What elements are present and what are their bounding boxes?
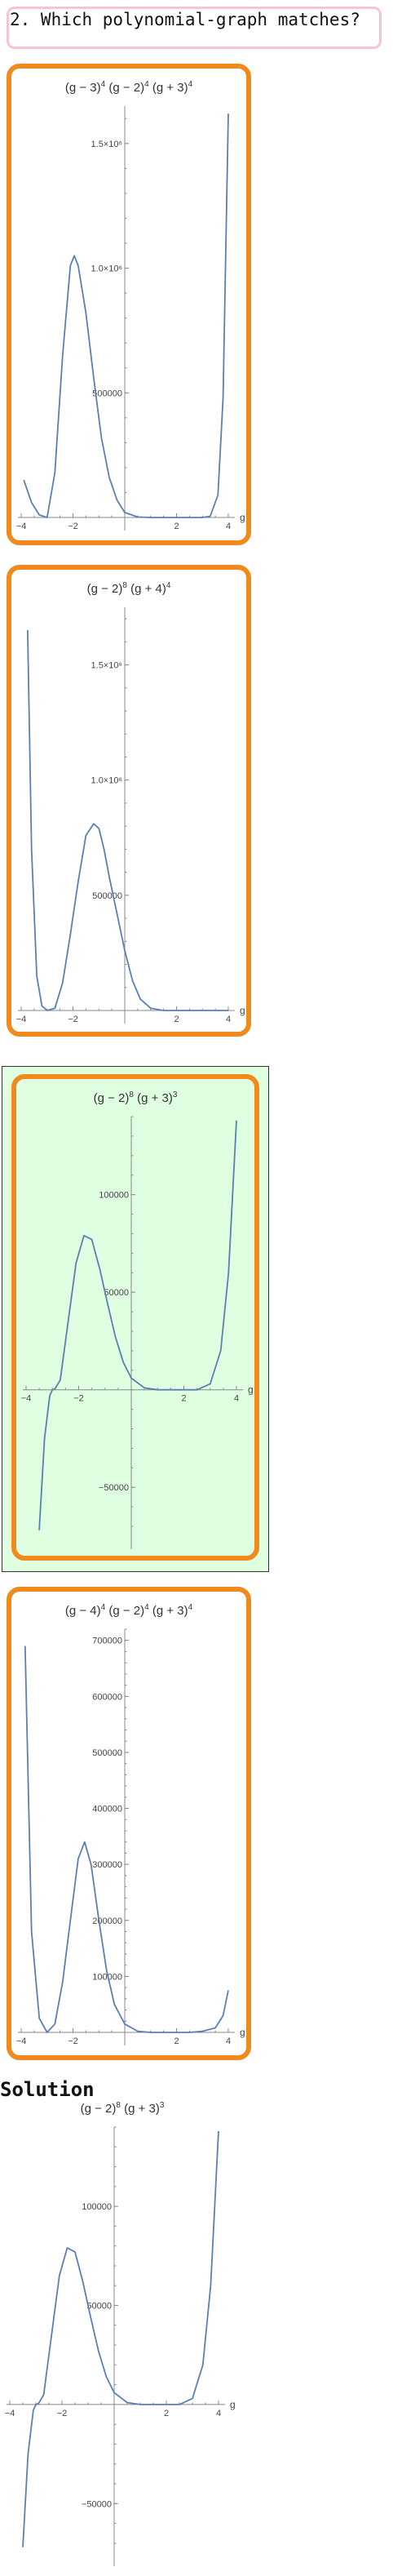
y-tick-label: 500000 (92, 389, 122, 398)
x-tick-label: −4 (16, 522, 27, 531)
x-tick-label: −2 (68, 2036, 78, 2046)
answer-option-3[interactable]: (g − 2)8 (g + 3)3 −4 −2 2 4 g −50000 50000 1000… (11, 1074, 259, 1561)
series-line (23, 113, 229, 518)
y-tick-label: 50000 (86, 2302, 112, 2312)
solution-plot: −4 −2 2 4g −50000 50000 100000 (5, 2126, 236, 2566)
solution-plot-area: (g − 2)8 (g + 3)3 −4 −2 2 4 g −50000 50000 1000… (0, 2101, 245, 2576)
y-tick-label: 100000 (82, 2202, 112, 2212)
y-tick-label: 1.5×10⁶ (91, 140, 122, 149)
x-axis-label: g (240, 512, 245, 523)
option-2-plot: −4 −2 2 4g 500000 1.0×10⁶ 1.5×10⁶ (16, 607, 245, 1024)
y-tick-label: 100000 (99, 1191, 129, 1201)
x-tick-label: −4 (16, 1015, 27, 1024)
y-tick-label: −50000 (99, 1483, 129, 1493)
y-tick-label: −50000 (82, 2499, 112, 2509)
y-tick-label: 500000 (92, 1748, 122, 1758)
series-line (38, 1120, 237, 1530)
y-tick-label: 300000 (92, 1860, 122, 1870)
x-tick-label: 2 (174, 1015, 179, 1024)
option-3-title: (g − 2)8 (g + 3)3 (93, 1090, 178, 1105)
option-4-title: (g − 4)4 (g − 2)4 (g + 3)4 (64, 1603, 193, 1618)
x-tick-label: 4 (226, 522, 231, 531)
option-2-title: (g − 2)8 (g + 4)4 (86, 581, 171, 596)
answer-option-1[interactable]: (g − 3)4 (g − 2)4 (g + 3)4 −4 −2 2 4 g 500000… (7, 64, 251, 545)
x-tick-label: 2 (174, 2036, 179, 2046)
answer-option-2[interactable]: (g − 2)8 (g + 4)4 −4 −2 2 4 g 500000 1.0×10⁶ 1.… (7, 565, 251, 1037)
series-line (22, 2130, 219, 2547)
y-tick-label: 50000 (104, 1288, 129, 1298)
solution-heading: Solution (0, 2078, 95, 2101)
option-3-plot: −4 −2 2 4g −50000 50000 100000 (21, 1116, 254, 1549)
y-tick-label: 400000 (92, 1805, 122, 1814)
answer-option-4[interactable]: (g − 4)4 (g − 2)4 (g + 3)4 −4 −2 2 4 g 100000… (7, 1587, 251, 2060)
y-tick-label: 1.0×10⁶ (91, 776, 122, 786)
x-tick-label: 4 (226, 2036, 231, 2046)
question-box (7, 7, 382, 49)
x-tick-label: 4 (226, 1015, 231, 1024)
option-1-plot: −4 −2 2 4g 500000 1.0×10⁶ 1.5×10⁶ (16, 106, 245, 531)
x-tick-label: 4 (234, 1394, 239, 1404)
series-line (24, 1646, 229, 2033)
y-tick-label: 1.0×10⁶ (91, 264, 122, 274)
question-label: 2. Which polynomial-graph matches? (10, 10, 360, 29)
x-tick-label: 2 (181, 1394, 186, 1404)
y-tick-label: 100000 (92, 1972, 122, 1982)
series-line (27, 630, 228, 1011)
x-tick-label: −4 (21, 1394, 32, 1404)
option-4-plot: −4 −2 2 4g 100000 200000 300000 400000 500000 600… (16, 1628, 245, 2046)
x-tick-label: −2 (68, 522, 78, 531)
y-tick-label: 200000 (92, 1916, 122, 1926)
y-tick-label: 600000 (92, 1692, 122, 1702)
solution-title: (g − 2)8 (g + 3)3 (80, 2101, 165, 2116)
x-axis-label: g (240, 2027, 245, 2038)
y-tick-label: 700000 (92, 1637, 122, 1646)
x-tick-label: 4 (216, 2409, 221, 2418)
x-tick-label: −2 (68, 1015, 78, 1024)
x-tick-label: −2 (57, 2409, 68, 2418)
y-tick-label: 1.5×10⁶ (91, 661, 122, 671)
x-tick-label: −4 (5, 2409, 15, 2418)
x-tick-label: −4 (16, 2036, 27, 2046)
x-tick-label: −2 (73, 1394, 84, 1404)
option-1-title: (g − 3)4 (g − 2)4 (g + 3)4 (64, 80, 193, 95)
x-axis-label: g (240, 1005, 245, 1016)
x-tick-label: 2 (174, 522, 179, 531)
x-axis-label: g (230, 2399, 236, 2410)
x-axis-label: g (248, 1384, 254, 1396)
y-tick-label: 500000 (92, 891, 122, 901)
x-tick-label: 2 (164, 2409, 169, 2418)
